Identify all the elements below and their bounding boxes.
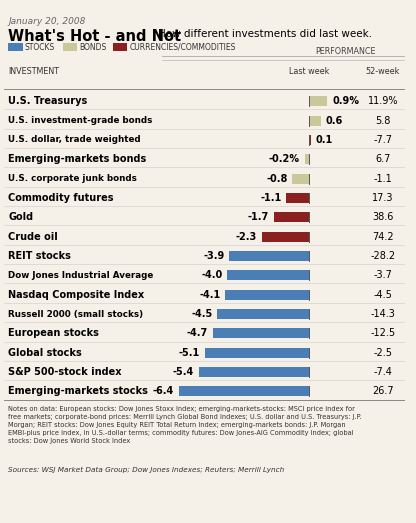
Text: -3.7: -3.7: [373, 270, 392, 280]
Bar: [292, 174, 309, 184]
Text: S&P 500-stock index: S&P 500-stock index: [8, 367, 122, 377]
Bar: [213, 328, 309, 338]
Text: -0.2%: -0.2%: [269, 154, 300, 164]
Text: BONDS: BONDS: [79, 42, 107, 52]
Text: 38.6: 38.6: [372, 212, 394, 222]
Text: U.S. dollar, trade weighted: U.S. dollar, trade weighted: [8, 135, 141, 144]
Text: -14.3: -14.3: [370, 309, 395, 319]
Bar: [309, 96, 327, 106]
Text: Emerging-markets bonds: Emerging-markets bonds: [8, 154, 146, 164]
Text: What's Hot - and Not: What's Hot - and Not: [8, 29, 181, 44]
Bar: [274, 212, 309, 222]
Text: 6.7: 6.7: [375, 154, 390, 164]
Bar: [217, 309, 309, 319]
Text: Nasdaq Composite Index: Nasdaq Composite Index: [8, 290, 144, 300]
Bar: [113, 43, 127, 51]
Text: 74.2: 74.2: [372, 232, 394, 242]
Bar: [8, 43, 23, 51]
Text: January 20, 2008: January 20, 2008: [8, 17, 86, 26]
Text: PERFORMANCE: PERFORMANCE: [315, 48, 376, 56]
Text: REIT stocks: REIT stocks: [8, 251, 71, 261]
Text: Sources: WSJ Market Data Group; Dow Jones Indexes; Reuters; Merrill Lynch: Sources: WSJ Market Data Group; Dow Jone…: [8, 467, 285, 473]
Text: -12.5: -12.5: [370, 328, 395, 338]
Text: 17.3: 17.3: [372, 193, 394, 203]
Text: -5.4: -5.4: [173, 367, 194, 377]
Text: 0.9%: 0.9%: [332, 96, 359, 106]
Bar: [63, 43, 77, 51]
Text: Gold: Gold: [8, 212, 33, 222]
Text: Crude oil: Crude oil: [8, 232, 58, 242]
Text: U.S. corporate junk bonds: U.S. corporate junk bonds: [8, 174, 137, 183]
Text: -2.5: -2.5: [373, 348, 392, 358]
Text: -7.7: -7.7: [373, 135, 392, 145]
Text: -4.5: -4.5: [191, 309, 212, 319]
Bar: [305, 154, 309, 164]
Bar: [178, 386, 309, 396]
Text: Dow Jones Industrial Average: Dow Jones Industrial Average: [8, 271, 154, 280]
Text: Emerging-markets stocks: Emerging-markets stocks: [8, 386, 148, 396]
Text: U.S. Treasurys: U.S. Treasurys: [8, 96, 88, 106]
Bar: [309, 116, 321, 126]
Text: INVESTMENT: INVESTMENT: [8, 67, 59, 76]
Text: -1.1: -1.1: [260, 193, 281, 203]
Bar: [262, 232, 309, 242]
Text: Notes on data: European stocks: Dow Jones Stoxx Index; emerging-markets-stocks: : Notes on data: European stocks: Dow Jone…: [8, 406, 362, 445]
Text: 0.6: 0.6: [326, 116, 343, 126]
Text: 5.8: 5.8: [375, 116, 390, 126]
Bar: [230, 251, 309, 261]
Bar: [205, 348, 309, 358]
Text: 11.9%: 11.9%: [367, 96, 398, 106]
Bar: [228, 270, 309, 280]
Text: CURRENCIES/COMMODITIES: CURRENCIES/COMMODITIES: [129, 42, 236, 52]
Text: Global stocks: Global stocks: [8, 348, 82, 358]
Text: -6.4: -6.4: [152, 386, 173, 396]
Text: -1.7: -1.7: [248, 212, 269, 222]
Text: -4.0: -4.0: [201, 270, 223, 280]
Bar: [199, 367, 309, 377]
Text: -3.9: -3.9: [203, 251, 225, 261]
Text: -1.1: -1.1: [373, 174, 392, 184]
Text: European stocks: European stocks: [8, 328, 99, 338]
Text: -7.4: -7.4: [373, 367, 392, 377]
Text: Commodity futures: Commodity futures: [8, 193, 114, 203]
Text: -28.2: -28.2: [370, 251, 395, 261]
Text: Last week: Last week: [289, 67, 329, 76]
Text: -4.7: -4.7: [187, 328, 208, 338]
Text: Russell 2000 (small stocks): Russell 2000 (small stocks): [8, 310, 144, 319]
Text: -5.1: -5.1: [179, 348, 200, 358]
Text: -4.1: -4.1: [199, 290, 220, 300]
Text: STOCKS: STOCKS: [25, 42, 55, 52]
Bar: [286, 193, 309, 203]
Text: How different investments did last week.: How different investments did last week.: [158, 29, 372, 39]
Text: -4.5: -4.5: [373, 290, 392, 300]
Text: 52-week: 52-week: [366, 67, 400, 76]
Text: U.S. investment-grade bonds: U.S. investment-grade bonds: [8, 116, 153, 125]
Text: -2.3: -2.3: [236, 232, 257, 242]
Text: -0.8: -0.8: [266, 174, 287, 184]
Text: 0.1: 0.1: [316, 135, 333, 145]
Text: 26.7: 26.7: [372, 386, 394, 396]
Bar: [225, 290, 309, 300]
Bar: [309, 135, 311, 145]
